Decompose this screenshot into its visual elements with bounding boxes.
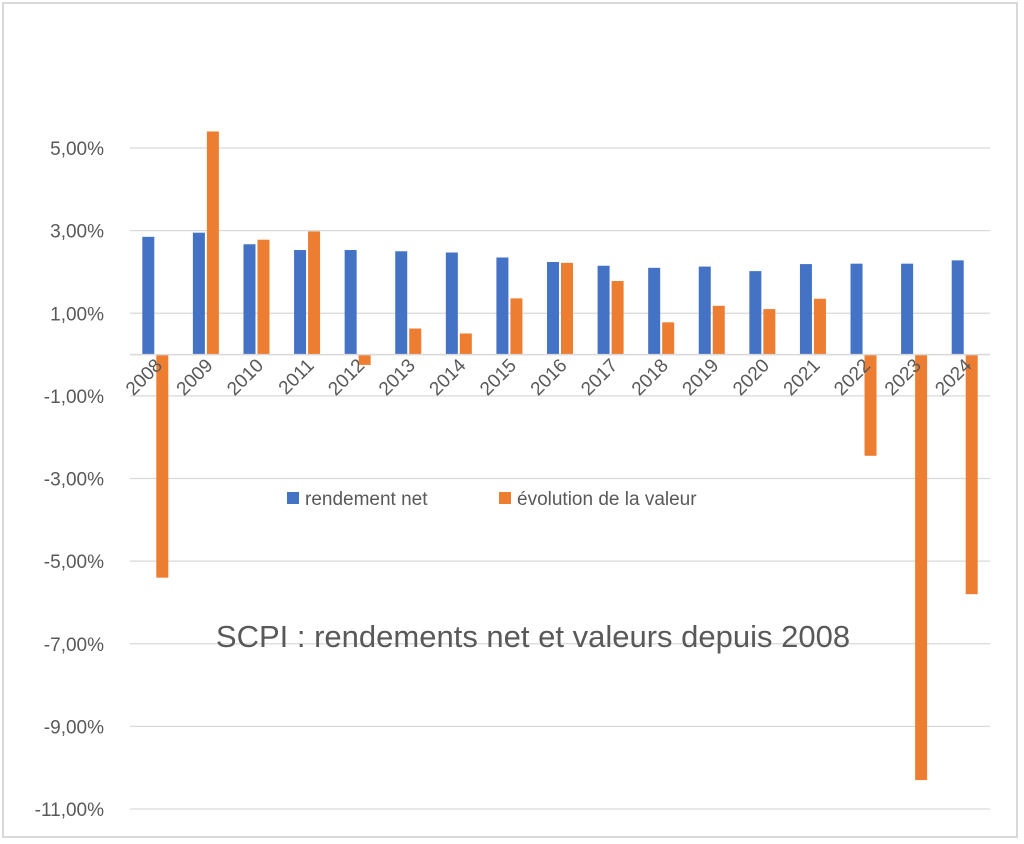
bar-evolution-valeur-2020 xyxy=(763,309,776,355)
bar-rendement-net-2023 xyxy=(901,263,914,355)
legend-label-evolution-valeur: évolution de la valeur xyxy=(517,489,697,510)
bar-evolution-valeur-2019 xyxy=(712,305,725,355)
bar-evolution-valeur-2013 xyxy=(409,328,422,355)
bar-rendement-net-2016 xyxy=(547,262,559,355)
category-label: 2010 xyxy=(223,355,268,400)
bar-rendement-net-2022 xyxy=(850,263,863,355)
bar-rendement-net-2013 xyxy=(395,251,408,355)
bar-evolution-valeur-2022 xyxy=(864,354,877,456)
bar-evolution-valeur-2021 xyxy=(813,298,826,355)
y-tick-label: -11,00% xyxy=(35,800,104,821)
bar-rendement-net-2024 xyxy=(951,260,964,355)
y-tick-label: 1,00% xyxy=(50,304,104,325)
bar-evolution-valeur-2017 xyxy=(611,281,624,355)
bar-evolution-valeur-2023 xyxy=(915,354,928,781)
bar-evolution-valeur-2011 xyxy=(308,231,321,355)
bar-rendement-net-2020 xyxy=(749,271,762,355)
legend: rendement net évolution de la valeur xyxy=(287,489,697,510)
bar-rendement-net-2014 xyxy=(445,252,458,355)
y-tick-label: -9,00% xyxy=(44,717,104,738)
legend-swatch-evolution-valeur xyxy=(499,492,511,504)
category-label: 2009 xyxy=(173,355,218,400)
bar-evolution-valeur-2015 xyxy=(510,298,523,355)
y-tick-label: 3,00% xyxy=(50,222,104,243)
category-label: 2020 xyxy=(729,355,774,400)
category-label: 2021 xyxy=(780,355,825,400)
bar-rendement-net-2017 xyxy=(597,265,610,355)
y-axis-ticks: 5,00% 3,00% 1,00% -1,00% -3,00% -5,00% -7,00% -… xyxy=(35,139,104,821)
category-label: 2018 xyxy=(628,355,673,400)
gridlines xyxy=(130,147,990,810)
category-label: 2011 xyxy=(275,355,319,399)
bar-rendement-net-2015 xyxy=(496,257,509,355)
bar-evolution-valeur-2014 xyxy=(459,333,472,355)
bar-evolution-valeur-2009 xyxy=(206,131,219,355)
y-tick-label: -3,00% xyxy=(44,470,104,491)
bar-evolution-valeur-2008 xyxy=(156,354,169,578)
bars xyxy=(142,131,978,781)
y-tick-label: -5,00% xyxy=(44,552,104,573)
category-labels: 2008 2009 2010 2011 2012 2013 2014 2015 2016 2017… xyxy=(122,355,976,400)
category-label: 2016 xyxy=(527,355,572,400)
category-label: 2015 xyxy=(476,355,521,400)
bar-evolution-valeur-2010 xyxy=(257,239,270,355)
category-label: 2019 xyxy=(679,355,724,400)
y-tick-label: 5,00% xyxy=(50,139,104,160)
category-label: 2017 xyxy=(577,355,622,400)
bar-evolution-valeur-2016 xyxy=(561,262,573,355)
y-tick-label: -1,00% xyxy=(44,387,104,408)
bar-evolution-valeur-2018 xyxy=(662,322,675,355)
y-tick-label: -7,00% xyxy=(44,635,104,656)
legend-swatch-rendement-net xyxy=(287,492,299,504)
chart-title: SCPI : rendements net et valeurs depuis … xyxy=(216,619,850,654)
bar-rendement-net-2012 xyxy=(344,250,357,355)
bar-rendement-net-2010 xyxy=(243,244,256,355)
bar-rendement-net-2011 xyxy=(294,250,307,355)
bar-rendement-net-2018 xyxy=(648,267,661,355)
bar-evolution-valeur-2024 xyxy=(965,354,978,595)
bar-rendement-net-2021 xyxy=(799,264,812,355)
bar-evolution-valeur-2012 xyxy=(358,354,371,365)
bar-rendement-net-2009 xyxy=(192,232,205,355)
bar-rendement-net-2019 xyxy=(698,266,711,355)
category-label: 2013 xyxy=(375,355,420,400)
legend-label-rendement-net: rendement net xyxy=(305,489,428,510)
bar-rendement-net-2008 xyxy=(142,236,155,355)
category-label: 2014 xyxy=(426,355,471,400)
